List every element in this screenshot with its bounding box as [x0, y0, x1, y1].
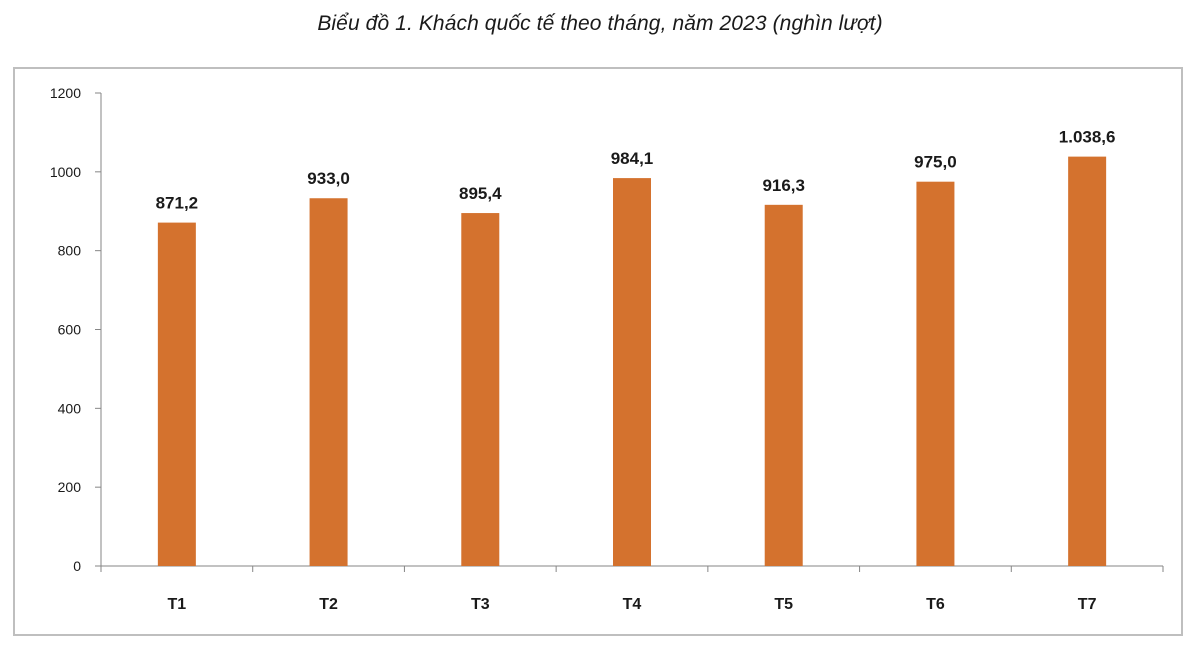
bar-t1 — [157, 222, 196, 567]
y-tick-label: 400 — [58, 400, 82, 416]
bar-t2 — [309, 198, 348, 566]
data-label: 975,0 — [914, 153, 957, 172]
x-tick-label: T5 — [774, 596, 793, 613]
x-tick-label: T7 — [1078, 596, 1097, 613]
bar-t6 — [916, 181, 955, 566]
y-tick-label: 800 — [58, 243, 82, 259]
bar-t5 — [764, 204, 803, 567]
data-label: 916,3 — [762, 176, 805, 195]
x-tick-label: T3 — [471, 596, 490, 613]
data-label: 984,1 — [611, 149, 654, 168]
data-label: 933,0 — [307, 169, 350, 188]
y-tick-label: 1000 — [50, 164, 81, 180]
x-tick-label: T6 — [926, 596, 945, 613]
x-tick-label: T2 — [319, 596, 338, 613]
y-tick-label: 0 — [73, 558, 81, 574]
x-tick-label: T4 — [623, 596, 642, 613]
data-label: 1.038,6 — [1059, 128, 1116, 147]
data-label: 895,4 — [459, 184, 502, 203]
y-tick-label: 600 — [58, 322, 82, 338]
labels: 0 200 400 600 800 1000 1200 T1 871,2 T2 933,0 T3 895… — [50, 85, 1116, 613]
bar-t7 — [1068, 156, 1107, 566]
data-label: 871,2 — [156, 194, 199, 213]
x-tick-label: T1 — [168, 596, 187, 613]
chart-frame — [13, 67, 1183, 636]
bar-t4 — [613, 178, 651, 566]
bar-t3 — [461, 213, 500, 566]
chart-title: Biểu đồ 1. Khách quốc tế theo tháng, năm… — [317, 12, 883, 35]
bars — [157, 156, 1107, 567]
y-tick-label: 1200 — [50, 85, 81, 101]
y-tick-label: 200 — [58, 479, 82, 495]
